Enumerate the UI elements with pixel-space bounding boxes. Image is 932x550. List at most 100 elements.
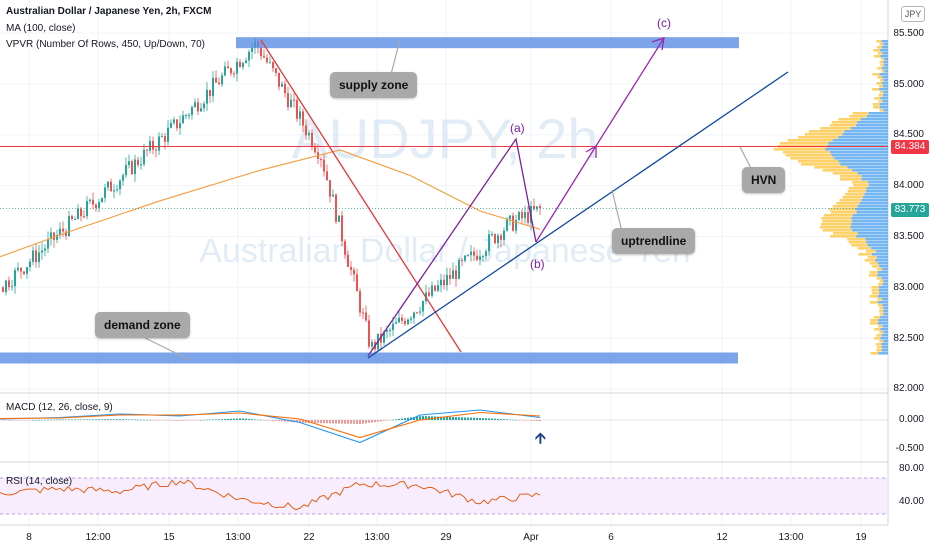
volume-bar <box>821 217 852 220</box>
macd-histogram-bar <box>446 416 448 420</box>
macd-histogram-bar <box>41 419 43 421</box>
downtrend-line <box>260 39 462 353</box>
candle-body <box>104 187 106 198</box>
volume-bar <box>878 301 888 304</box>
candle-body <box>269 62 271 64</box>
y-tick: 82.500 <box>893 333 924 344</box>
volume-bar <box>880 316 888 319</box>
macd-histogram-bar <box>509 419 511 421</box>
candle-body <box>182 115 184 124</box>
macd-histogram-bar <box>389 420 391 421</box>
volume-bar <box>857 247 872 250</box>
volume-bar <box>879 85 884 88</box>
macd-histogram-bar <box>113 419 115 420</box>
volume-bar <box>830 151 888 154</box>
volume-bar <box>782 151 831 154</box>
macd-histogram-bar <box>395 419 397 420</box>
candle-body <box>80 208 82 217</box>
x-tick: 22 <box>303 532 315 543</box>
volume-bar <box>878 100 883 103</box>
macd-y-tick: 0.000 <box>898 414 924 425</box>
candle-body <box>500 235 502 240</box>
volume-bar <box>872 103 880 106</box>
macd-histogram-bar <box>497 418 499 420</box>
candle-body <box>23 271 25 274</box>
candle-body <box>320 158 322 160</box>
candle-body <box>89 199 91 202</box>
volume-bar <box>881 349 888 352</box>
volume-bar <box>881 82 888 85</box>
volume-bar <box>856 211 888 214</box>
candle-body <box>509 215 511 219</box>
macd-histogram-bar <box>263 420 265 421</box>
volume-bar <box>823 214 853 217</box>
candle-body <box>461 259 463 261</box>
candle-body <box>383 331 385 343</box>
macd-histogram-bar <box>473 417 475 420</box>
candle-body <box>188 114 190 116</box>
candle-body <box>176 119 178 129</box>
macd-histogram-bar <box>503 419 505 420</box>
candle-body <box>209 89 211 97</box>
volume-bar <box>880 64 884 67</box>
volume-bar <box>883 307 888 310</box>
volume-bar <box>879 307 884 310</box>
volume-bar <box>804 133 843 136</box>
chart-title: Australian Dollar / Japanese Yen, 2h, FX… <box>6 6 212 17</box>
grid <box>0 0 889 526</box>
candle-body <box>536 206 538 210</box>
volume-bar <box>880 328 888 331</box>
volume-bar <box>853 184 869 187</box>
volume-bar <box>865 190 888 193</box>
macd-histogram-bar <box>227 418 229 420</box>
volume-bar <box>828 208 856 211</box>
macd-histogram-bar <box>416 416 418 420</box>
candle-body <box>230 68 232 74</box>
volume-bar <box>883 310 888 313</box>
volume-bar <box>868 112 888 115</box>
macd-histogram-bar <box>482 418 484 420</box>
macd-histogram-bar <box>248 418 250 420</box>
macd-histogram-bar <box>89 419 91 420</box>
volume-bar <box>819 226 851 229</box>
volume-bar <box>879 265 888 268</box>
macd-histogram-bar <box>386 420 388 421</box>
candle-body <box>173 119 175 123</box>
macd-histogram-bar <box>368 420 370 423</box>
volume-bar <box>883 91 888 94</box>
volume-bar <box>871 247 888 250</box>
volume-bar <box>883 85 888 88</box>
macd-legend: MACD (12, 26, close, 9) <box>6 402 113 413</box>
macd-histogram-bar <box>326 420 328 424</box>
macd-histogram-bar <box>299 420 301 423</box>
hvn-price-tag: 84.384 <box>891 140 929 154</box>
volume-bar <box>883 313 888 316</box>
currency-badge[interactable]: JPY <box>901 6 925 22</box>
candle-body <box>305 125 307 136</box>
candle-body <box>245 60 247 63</box>
x-tick: 13:00 <box>364 532 390 543</box>
macd-histogram-bar <box>383 420 385 421</box>
macd-histogram-bar <box>173 420 175 421</box>
macd-histogram-bar <box>443 416 445 420</box>
macd-histogram-bar <box>176 420 178 421</box>
candle-body <box>158 136 160 151</box>
candle-body <box>437 285 439 291</box>
volume-bar <box>882 76 888 79</box>
candle-body <box>59 228 61 236</box>
candle-body <box>314 147 316 153</box>
volume-bar <box>874 328 881 331</box>
candle-body <box>41 250 43 253</box>
macd-histogram-bar <box>101 419 103 420</box>
macd-histogram-bar <box>2 420 4 421</box>
volume-bar <box>881 46 888 49</box>
volume-bar <box>875 250 888 253</box>
macd-line <box>0 409 541 444</box>
macd-histogram-bar <box>152 420 154 421</box>
candle-body <box>179 123 181 129</box>
candle-body <box>533 206 535 210</box>
volume-bar <box>847 238 866 241</box>
volume-bar <box>879 109 884 112</box>
macd-histogram-bar <box>536 420 538 421</box>
